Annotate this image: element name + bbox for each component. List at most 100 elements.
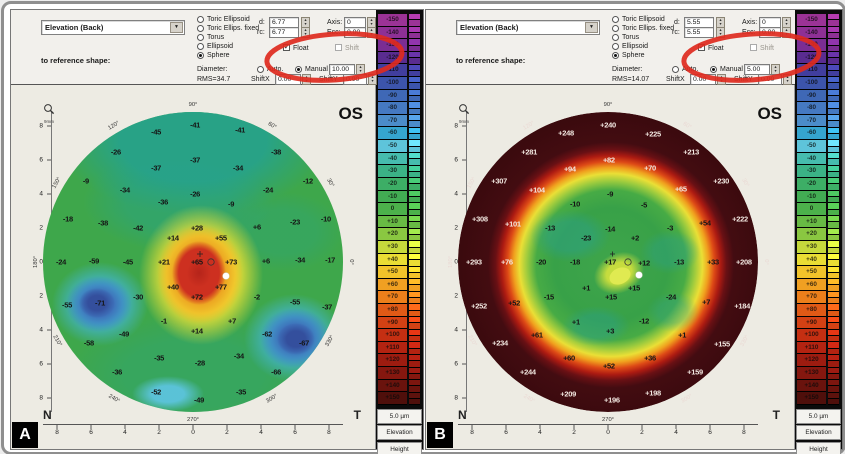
radio-icon[interactable] xyxy=(197,43,204,51)
colorbar-fine-cell xyxy=(409,291,420,299)
shifty-field[interactable]: 0.00 xyxy=(343,74,367,85)
diameter-manual-radio[interactable] xyxy=(710,66,717,73)
colorbar-fine-cell xyxy=(409,83,420,90)
shape-option-ellipsoid[interactable]: Ellipsoid xyxy=(612,43,674,51)
angle-label: 0° xyxy=(347,259,354,265)
shape-option-torus[interactable]: Torus xyxy=(612,34,674,42)
map-point-value: -62 xyxy=(262,329,273,339)
angle-label: 180° xyxy=(447,256,454,268)
height-button[interactable]: Height xyxy=(377,441,422,454)
shiftx-spinner[interactable]: ▲ ▼ xyxy=(302,74,311,85)
diameter-auto-radio[interactable] xyxy=(257,66,264,73)
diameter-label: Diameter: xyxy=(197,66,228,73)
scale-unit-label: 5.0 µm xyxy=(796,408,841,424)
chevron-down-icon[interactable]: ▼ xyxy=(170,22,183,33)
diameter-manual-radio[interactable] xyxy=(295,66,302,73)
float-checkbox[interactable]: ✓ xyxy=(283,44,290,51)
reference-shape-label: to reference shape: xyxy=(41,56,111,65)
radio-icon[interactable] xyxy=(197,34,204,42)
ecc-field[interactable]: 0.00 xyxy=(759,27,781,38)
shifty-spinner[interactable]: ▲ ▼ xyxy=(368,74,377,85)
shiftx-field[interactable]: 0.00 xyxy=(690,74,716,85)
colorbar-fine-cell xyxy=(828,102,839,109)
colorbar-cell: -50 xyxy=(378,140,407,153)
colorbar-cell: +150 xyxy=(378,392,407,405)
map-point-value: +3 xyxy=(606,326,615,336)
colorbar-fine-cell xyxy=(828,228,839,235)
shape-option-toric-ellips-fixed[interactable]: Toric Ellips. fixed xyxy=(197,25,259,33)
colorbar-cell: -60 xyxy=(797,127,826,141)
shape-option-sphere[interactable]: Sphere xyxy=(197,52,259,60)
radio-icon[interactable] xyxy=(612,16,619,24)
colorbar-cell: +40 xyxy=(378,253,407,267)
map-point-value: -10 xyxy=(320,214,331,224)
axis-label: Axis: xyxy=(327,19,343,26)
ecc-spinner[interactable]: ▲ ▼ xyxy=(367,27,376,38)
magnifier-icon[interactable]: 9mm xyxy=(39,102,59,124)
colorbar-cell: -130 xyxy=(378,39,407,52)
map-point-value: -34 xyxy=(119,185,130,195)
shape-option-label: Toric Ellips. fixed xyxy=(622,25,675,33)
map-point-value: -49 xyxy=(119,329,129,339)
shiftx-spinner[interactable]: ▲ ▼ xyxy=(717,74,726,85)
elevation-button[interactable]: Elevation xyxy=(796,425,841,440)
map-point-value: +65 xyxy=(674,184,687,194)
map-point-value: +82 xyxy=(602,155,615,165)
thinnest-point-marker xyxy=(635,271,643,279)
shape-option-toric-ellipsoid[interactable]: Toric Ellipsoid xyxy=(197,16,259,24)
panel-b-controls: Elevation (Back) ▼ to reference shape: T… xyxy=(426,10,795,85)
map-point-value: -26 xyxy=(110,147,121,157)
diameter-auto-radio[interactable] xyxy=(672,66,679,73)
float-checkbox[interactable]: ✓ xyxy=(698,44,705,51)
chevron-down-icon[interactable]: ▼ xyxy=(585,22,598,33)
axis-tick-label: 8 xyxy=(327,429,331,436)
shape-option-toric-ellipsoid[interactable]: Toric Ellipsoid xyxy=(612,16,674,24)
shape-option-ellipsoid[interactable]: Ellipsoid xyxy=(197,43,259,51)
rc-spinner[interactable]: ▲ ▼ xyxy=(716,27,725,38)
magnifier-icon[interactable]: 9mm xyxy=(454,102,474,124)
colorbar-fine-cell xyxy=(409,146,420,153)
colorbar-cell: -140 xyxy=(797,26,826,40)
colorbar-cell: -80 xyxy=(797,102,826,115)
shape-option-toric-ellips-fixed[interactable]: Toric Ellips. fixed xyxy=(612,25,674,33)
colorbar-fine-cell xyxy=(828,329,839,336)
shiftx-field[interactable]: 0.00 xyxy=(275,74,301,85)
colorbar-fine-cell xyxy=(409,354,420,362)
radio-icon[interactable] xyxy=(197,52,204,60)
colorbar-fine-cell xyxy=(828,96,839,103)
shifty-spinner[interactable]: ▲ ▼ xyxy=(783,74,792,85)
map-type-dropdown[interactable]: Elevation (Back) ▼ xyxy=(456,20,600,35)
colorbar-cell: +130 xyxy=(797,367,826,380)
axis-tick-label: 4 xyxy=(259,429,263,436)
rc-field[interactable]: 5.55 xyxy=(684,27,714,38)
shape-option-torus[interactable]: Torus xyxy=(197,34,259,42)
shape-option-sphere[interactable]: Sphere xyxy=(612,52,674,60)
angle-label: 90° xyxy=(603,101,613,108)
color-scale-fine-strip xyxy=(409,14,420,406)
map-point-value: +159 xyxy=(687,367,703,377)
map-point-value: +52 xyxy=(602,361,615,371)
map-type-dropdown[interactable]: Elevation (Back) ▼ xyxy=(41,20,185,35)
radio-icon[interactable] xyxy=(197,16,204,24)
shifty-field[interactable]: 0.00 xyxy=(758,74,782,85)
map-point-value: -35 xyxy=(154,353,165,363)
radio-icon[interactable] xyxy=(612,34,619,42)
colorbar-fine-cell xyxy=(409,96,420,103)
colorbar-fine-cell xyxy=(409,241,420,248)
colorbar-fine-cell xyxy=(828,241,839,248)
radio-icon[interactable] xyxy=(612,52,619,60)
colorbar-cell: +60 xyxy=(797,278,826,292)
map-point-value: +52 xyxy=(508,298,521,308)
radio-icon[interactable] xyxy=(612,43,619,51)
map-point-value: -34 xyxy=(233,163,243,173)
rc-field[interactable]: 6.77 xyxy=(269,27,299,38)
colorbar-fine-cell xyxy=(828,108,839,115)
elevation-button[interactable]: Elevation xyxy=(377,425,422,440)
ecc-spinner[interactable]: ▲ ▼ xyxy=(782,27,791,38)
height-button[interactable]: Height xyxy=(796,441,841,454)
radio-icon[interactable] xyxy=(612,25,619,33)
radio-icon[interactable] xyxy=(197,25,204,33)
shifty-label: ShiftY xyxy=(734,76,753,83)
ecc-field[interactable]: 0.00 xyxy=(344,27,366,38)
rc-spinner[interactable]: ▲ ▼ xyxy=(301,27,310,38)
